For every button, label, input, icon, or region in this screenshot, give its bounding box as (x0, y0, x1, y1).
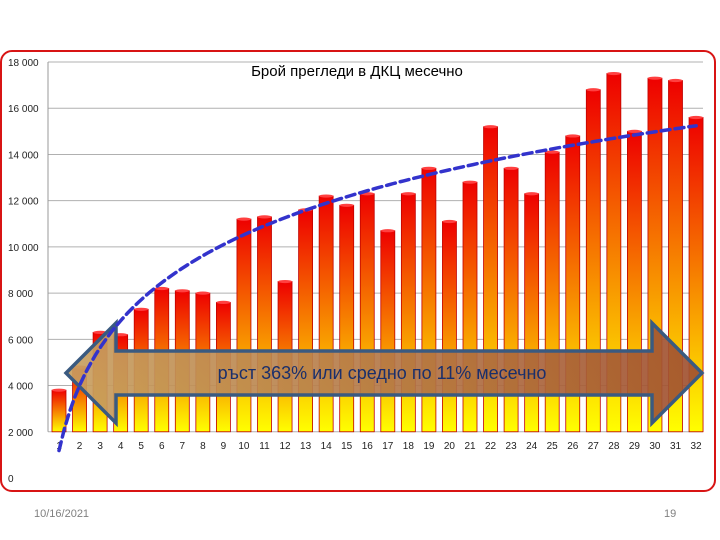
x-tick-label: 29 (629, 441, 641, 452)
bar-cap (565, 134, 580, 138)
y-tick-label: 4 000 (8, 382, 33, 393)
x-tick-label: 6 (159, 441, 165, 452)
footer-page-number: 19 (664, 508, 677, 520)
x-tick-label: 27 (588, 441, 600, 452)
bar-cap (689, 115, 704, 120)
x-tick-label: 31 (670, 441, 682, 452)
x-tick-label: 7 (180, 441, 186, 452)
bar-cap (463, 180, 477, 184)
trendline-group (57, 124, 698, 453)
y-tick-label: 16 000 (8, 104, 39, 115)
y-tick-label: 0 (8, 474, 14, 485)
x-tick-label: 8 (200, 441, 206, 452)
bar-cap (52, 388, 66, 392)
x-tick-label: 22 (485, 441, 497, 452)
x-tick-label: 5 (138, 441, 144, 452)
bar-cap (586, 88, 601, 92)
y-tick-label: 8 000 (8, 289, 33, 300)
bar (442, 221, 457, 433)
x-tick-label: 28 (608, 441, 620, 452)
x-tick-label: 20 (444, 441, 456, 452)
x-tick-label: 3 (97, 441, 103, 452)
bar (380, 230, 396, 433)
x-tick-label: 21 (464, 441, 476, 452)
x-tick-label: 32 (690, 441, 702, 452)
bar-cap (606, 71, 621, 76)
bar-cap (421, 166, 436, 170)
bar-cap (134, 307, 149, 311)
bar (257, 216, 272, 433)
y-tick-label: 2 000 (8, 428, 33, 439)
bar-cap (504, 166, 519, 170)
x-tick-label: 30 (649, 441, 661, 452)
x-tick-label: 4 (118, 441, 124, 452)
chart-title: Брой прегледи в ДКЦ месечно (251, 63, 463, 80)
x-tick-label: 15 (341, 441, 353, 452)
bar-cap (236, 217, 251, 221)
x-tick-label: 10 (238, 441, 250, 452)
y-tick-label: 12 000 (8, 197, 39, 208)
bar-cap (319, 194, 334, 198)
bar-cap (647, 76, 662, 80)
y-tick-label: 6 000 (8, 335, 33, 346)
x-tick-label: 14 (321, 441, 333, 452)
bar-cap (175, 289, 190, 293)
bar-cap (483, 125, 498, 129)
annotation-text: ръст 363% или средно по 11% месечно (218, 363, 547, 383)
bar (236, 218, 252, 433)
x-tick-label: 23 (506, 441, 518, 452)
x-tick-label: 18 (403, 441, 415, 452)
x-tick-label: 16 (362, 441, 374, 452)
annotation-arrow (63, 318, 705, 428)
bar (339, 204, 355, 433)
bar (298, 209, 314, 433)
y-tick-label: 14 000 (8, 150, 39, 161)
bar-cap (524, 192, 539, 196)
bar (51, 389, 67, 433)
bar-cap (401, 192, 416, 196)
x-tick-label: 24 (526, 441, 538, 452)
x-axis-ticks: 1 2 3 4 5 6 7 8 9 10 11 12 13 14 15 16 17 18 19 20 21 22 23 24 2… (56, 441, 702, 452)
bar-cap (339, 203, 354, 207)
bar-cap (380, 229, 395, 233)
x-tick-label: 2 (77, 441, 83, 452)
bar-cap (545, 150, 560, 154)
x-tick-label: 12 (279, 441, 291, 452)
trendline (57, 124, 698, 453)
x-tick-label: 11 (259, 441, 270, 452)
y-tick-label: 18 000 (8, 58, 39, 69)
x-tick-label: 26 (567, 441, 579, 452)
bar-cap (627, 129, 642, 133)
bar-cap (668, 78, 683, 83)
x-tick-label: 13 (300, 441, 312, 452)
x-tick-label: 9 (221, 441, 227, 452)
bar-cap (257, 215, 272, 219)
y-axis-ticks: 0 2 000 4 000 6 000 8 000 10 000 12 000 14 000 1… (8, 58, 39, 485)
x-tick-label: 17 (382, 441, 394, 452)
bar-cap (154, 286, 169, 291)
y-tick-label: 10 000 (8, 243, 39, 254)
bar-cap (195, 291, 210, 295)
bar-cap (442, 219, 457, 224)
chart: 0 2 000 4 000 6 000 8 000 10 000 12 000 14 000 1… (8, 58, 705, 485)
chart-frame (0, 50, 716, 492)
bar-cap (278, 279, 293, 284)
x-tick-label: 25 (547, 441, 559, 452)
annotation-arrow-group: ръст 363% или средно по 11% месечно (63, 318, 705, 428)
bar-cap (216, 300, 231, 304)
x-tick-label: 19 (423, 441, 435, 452)
footer-date: 10/16/2021 (34, 508, 90, 520)
